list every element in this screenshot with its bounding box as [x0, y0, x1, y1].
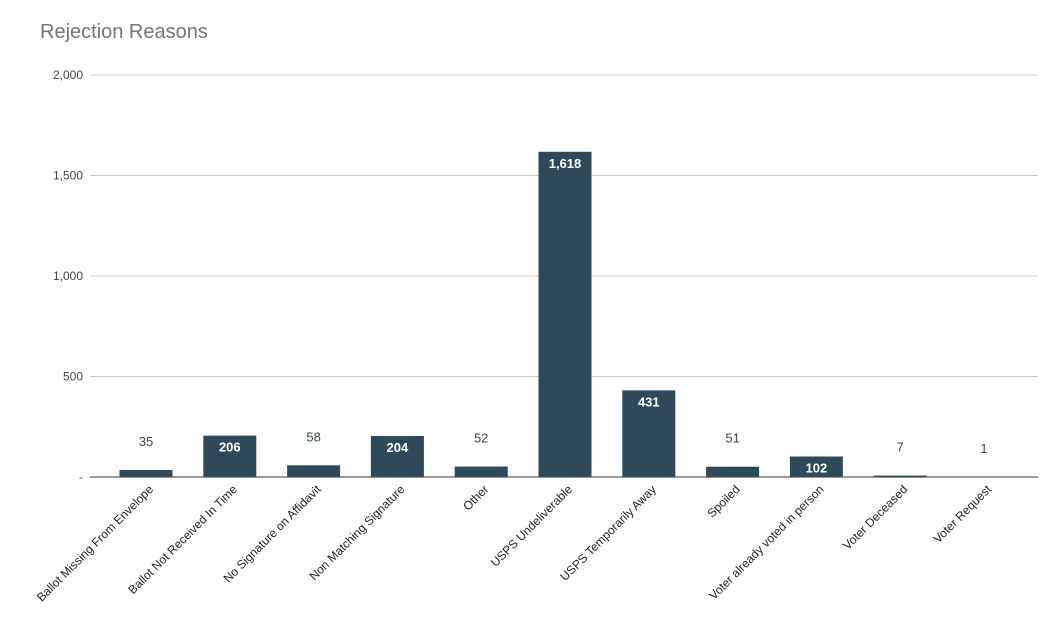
- bar: [873, 475, 927, 477]
- x-tick-label: USPS Temporarily Away: [557, 482, 659, 584]
- data-label: 204: [387, 440, 409, 455]
- x-tick-label: Other: [460, 482, 491, 513]
- bar: [622, 390, 676, 477]
- y-tick-label: 1,000: [53, 269, 83, 283]
- y-tick-label: -: [79, 470, 83, 484]
- data-label: 7: [897, 440, 904, 455]
- x-tick-label: Voter Request: [930, 482, 994, 546]
- y-tick-label: 2,000: [53, 68, 83, 82]
- data-label: 58: [306, 429, 320, 444]
- bar: [119, 469, 173, 477]
- bar: [538, 151, 592, 478]
- x-tick-label: Voter Deceased: [840, 482, 910, 552]
- x-tick-label: Spoiled: [705, 482, 743, 520]
- data-label: 102: [806, 460, 828, 475]
- data-label: 1: [980, 441, 987, 456]
- data-label: 1,618: [549, 156, 582, 171]
- data-label: 52: [474, 431, 488, 446]
- bar: [287, 465, 341, 477]
- y-tick-label: 1,500: [53, 169, 83, 183]
- chart-title: Rejection Reasons: [40, 21, 208, 43]
- bar: [789, 456, 843, 477]
- bar: [203, 435, 257, 477]
- data-label: 206: [219, 440, 241, 455]
- y-tick-label: 500: [63, 370, 83, 384]
- data-label: 431: [638, 394, 660, 409]
- data-label: 35: [139, 434, 153, 449]
- x-tick-label: Non Matching Signature: [307, 482, 408, 583]
- x-tick-label: USPS Undeliverable: [488, 482, 575, 569]
- bar: [454, 466, 508, 477]
- bar: [706, 466, 760, 477]
- bar: [370, 435, 424, 477]
- data-label: 51: [725, 431, 739, 446]
